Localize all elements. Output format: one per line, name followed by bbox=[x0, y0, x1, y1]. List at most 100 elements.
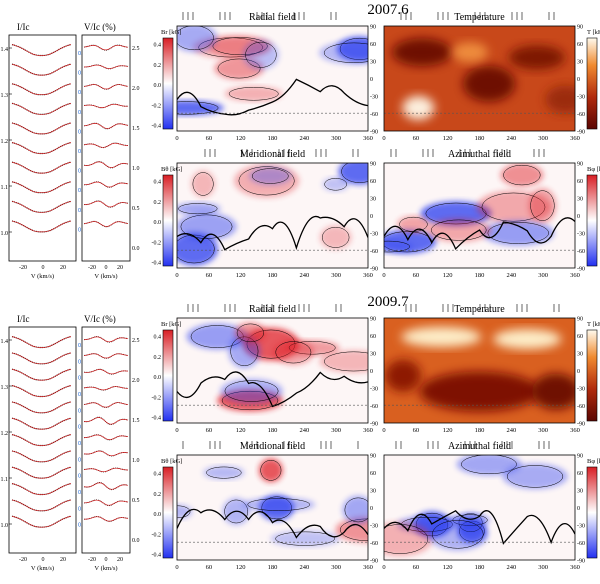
colorbar-tick: -0.2 bbox=[152, 532, 162, 538]
contour-line bbox=[178, 203, 218, 215]
map-xtick: 0 bbox=[175, 427, 178, 434]
colorbar-label: Bφ [kG] bbox=[587, 166, 600, 173]
map-ytick: 60 bbox=[577, 334, 583, 340]
map-title: Meridional field bbox=[240, 441, 305, 452]
map-title: Radial field bbox=[249, 12, 296, 23]
stokes-v-model bbox=[84, 200, 129, 208]
contour-line bbox=[177, 505, 191, 519]
map-xtick: 360 bbox=[363, 272, 373, 279]
map-xtick: 240 bbox=[506, 564, 516, 571]
map-xtick: 180 bbox=[475, 427, 485, 434]
stokes-v-xlabel: V (km/s) bbox=[94, 565, 117, 572]
map-ytick: -60 bbox=[370, 404, 378, 410]
map-ytick: -30 bbox=[577, 95, 585, 101]
contour-line bbox=[384, 240, 410, 253]
stokes-v-xtick: -20 bbox=[88, 557, 96, 563]
contour-line bbox=[251, 168, 289, 184]
colorbar-label: T [kK] bbox=[587, 29, 600, 36]
negative-field-region bbox=[203, 465, 245, 480]
map-ytick: -60 bbox=[370, 249, 378, 255]
colorbar-tick: -0.2 bbox=[152, 240, 162, 246]
colorbar-tick: 0.2 bbox=[154, 492, 162, 498]
stokes-i-model bbox=[11, 368, 72, 381]
contour-line bbox=[238, 166, 295, 196]
colorbar-tick: 0.4 bbox=[154, 43, 162, 49]
negative-field-region bbox=[177, 202, 221, 215]
stokes-i-model bbox=[11, 466, 72, 479]
map-surface bbox=[177, 163, 368, 268]
positive-field-region bbox=[272, 339, 315, 365]
map-xtick: 180 bbox=[268, 135, 278, 142]
map-xtick: 240 bbox=[299, 427, 309, 434]
colorbar-tick: 0.0 bbox=[154, 512, 162, 518]
map-ytick: -90 bbox=[370, 559, 378, 565]
stokes-v-model bbox=[83, 386, 128, 391]
map-surface bbox=[177, 26, 368, 131]
map-ytick: 0 bbox=[577, 369, 580, 375]
stokes-i-model bbox=[11, 483, 72, 495]
contour-line bbox=[245, 41, 277, 68]
epoch-title: 2009.7 bbox=[367, 294, 409, 310]
map-surface bbox=[384, 318, 575, 423]
zero-contour bbox=[177, 508, 368, 539]
negative-field-region bbox=[270, 530, 340, 547]
map-ytick: -90 bbox=[577, 422, 585, 428]
stokes-v-frame bbox=[81, 34, 131, 262]
map-ytick: 30 bbox=[370, 197, 376, 203]
stokes-i-model bbox=[11, 385, 72, 397]
temperature-spot bbox=[392, 38, 453, 67]
colorbar-tick: 0.4 bbox=[154, 180, 162, 186]
stokes-i-model bbox=[11, 450, 72, 463]
temperature-spot bbox=[401, 326, 482, 347]
map-xtick: 120 bbox=[443, 272, 453, 279]
stokes-v-model bbox=[84, 181, 129, 188]
stokes-v-model bbox=[83, 84, 129, 90]
stokes-v-model bbox=[84, 434, 129, 440]
map-xtick: 360 bbox=[570, 427, 580, 434]
negative-field-region bbox=[482, 220, 555, 246]
colorbar-gradient bbox=[586, 174, 598, 267]
colorbar-gradient bbox=[162, 174, 174, 267]
map-xtick: 240 bbox=[299, 564, 309, 571]
stokes-v-frame bbox=[81, 326, 131, 554]
colorbar-tick: -0.2 bbox=[152, 395, 162, 401]
colorbar: Br [kG] 0.4 0.2 0.0 -0.2 -0.4 bbox=[152, 29, 182, 130]
colorbar-gradient bbox=[162, 37, 174, 130]
map-ytick: -90 bbox=[370, 267, 378, 273]
positive-field-region bbox=[500, 163, 544, 187]
map-ytick: 60 bbox=[577, 42, 583, 48]
map-ytick: 0 bbox=[370, 214, 373, 220]
stokes-v-ytick: 0.5 bbox=[132, 498, 140, 504]
stokes-i-model bbox=[11, 122, 72, 135]
contour-line bbox=[431, 219, 487, 241]
stokes-v-model bbox=[83, 467, 128, 473]
stokes-v-model bbox=[83, 482, 129, 490]
map-surface bbox=[177, 455, 368, 560]
stokes-v-xtick: -20 bbox=[88, 265, 96, 271]
temperature-spot bbox=[451, 42, 488, 63]
positive-field-region bbox=[191, 170, 216, 198]
negative-field-region bbox=[177, 26, 217, 52]
negative-field-region bbox=[242, 497, 316, 512]
contour-line bbox=[322, 227, 350, 248]
temperature-spot bbox=[508, 45, 565, 70]
map-xtick: 0 bbox=[382, 135, 385, 142]
colorbar: T [kK]5.25.04.84.64.44.24.0 bbox=[586, 321, 600, 422]
map-ytick: 0 bbox=[370, 369, 373, 375]
colorbar-label: Bφ [kG] bbox=[587, 458, 600, 465]
negative-field-region bbox=[318, 41, 368, 65]
contour-line bbox=[228, 87, 279, 101]
contour-line bbox=[236, 323, 264, 343]
map-surface bbox=[384, 455, 575, 560]
negative-field-region bbox=[502, 463, 568, 490]
map-ytick: 60 bbox=[577, 471, 583, 477]
contour-line bbox=[324, 351, 368, 372]
map-ytick: -90 bbox=[577, 130, 585, 136]
stokes-v-ytick: 1.0 bbox=[132, 458, 140, 464]
stokes-i-model bbox=[11, 401, 72, 414]
stokes-i-ytick: 1.1 bbox=[1, 185, 9, 191]
colorbar-gradient bbox=[586, 466, 598, 559]
